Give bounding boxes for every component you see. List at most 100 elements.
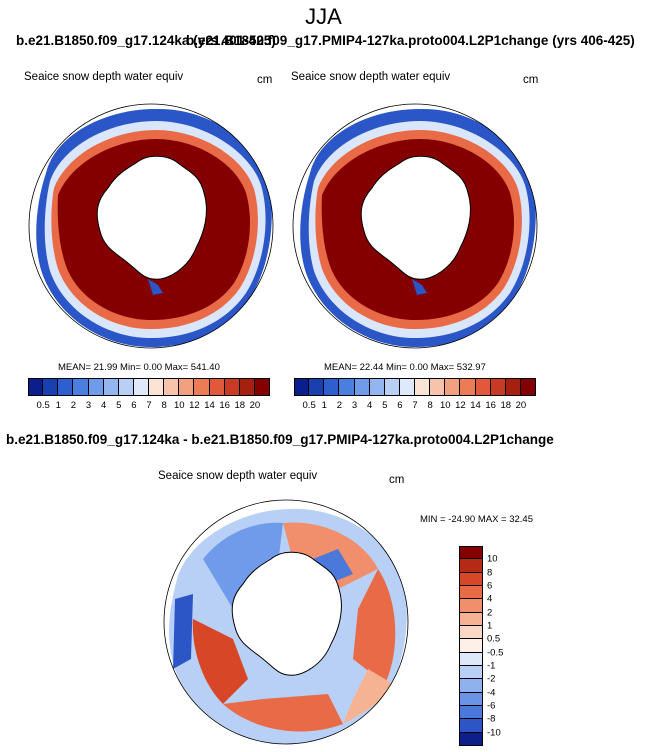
colorbar-swatch — [459, 625, 483, 640]
colorbar-swatch — [179, 378, 195, 396]
colorbar-swatch — [459, 546, 483, 560]
colorbar-swatch — [475, 378, 491, 396]
colorbar-tick-label: 18 — [234, 400, 246, 411]
colorbar-tick-label: 7 — [146, 400, 152, 411]
diff-min-max: MIN = -24.90 MAX = 32.45 — [420, 514, 534, 525]
colorbar-tick-label: 1 — [487, 620, 493, 632]
case-a-title: b.e21.B1850.f09_g17.124ka (yrs 401-425) — [16, 33, 276, 48]
season-title: JJA — [305, 4, 342, 29]
colorbar-tick-label: 10 — [487, 553, 498, 565]
colorbar-tick-label: 1 — [321, 400, 327, 411]
colorbar-tick-label: -0.5 — [487, 647, 504, 659]
colorbar-tick-label: 10 — [439, 400, 451, 411]
colorbar-swatch — [459, 692, 483, 706]
colorbar-tick-label: 4 — [100, 400, 107, 411]
colorbar-swatch — [430, 378, 446, 396]
colorbar-tick-label: 8 — [161, 400, 167, 411]
panel-b-units: cm — [523, 74, 539, 86]
colorbar-swatch — [309, 378, 325, 396]
colorbar-swatch — [209, 378, 225, 396]
colorbar-swatch — [118, 378, 134, 396]
colorbar-tick-label: 2 — [487, 607, 493, 619]
colorbar-tick-label: -10 — [487, 727, 501, 739]
colorbar-swatch — [43, 378, 59, 396]
colorbar-tick-label: 6 — [487, 580, 493, 592]
colorbar-swatch — [445, 378, 461, 396]
colorbar-tick-label: 4 — [487, 593, 493, 605]
colorbar-swatch — [354, 378, 370, 396]
colorbar-swatch — [415, 378, 431, 396]
colorbar-tick-label: 20 — [515, 400, 527, 411]
colorbar-tick-label: 20 — [249, 400, 261, 411]
colorbar-swatch — [369, 378, 385, 396]
colorbar-tick-label: 14 — [470, 400, 481, 411]
colorbar-tick-label: 6 — [397, 400, 403, 411]
colorbar-tick-label: 2 — [336, 400, 343, 411]
colorbar-swatch — [88, 378, 104, 396]
colorbar-swatch — [399, 378, 415, 396]
panel-a-map — [28, 103, 274, 349]
colorbar-swatch — [459, 599, 483, 613]
colorbar-tick-label: 6 — [131, 400, 137, 411]
case-b-title: b.e21.B1850.f09_g17.PMIP4-127ka.proto004… — [186, 33, 635, 48]
colorbar-swatch — [339, 378, 355, 396]
colorbar-swatch — [505, 378, 521, 396]
difference-colorbar — [459, 546, 483, 746]
colorbar-tick-label: 12 — [455, 400, 466, 411]
colorbar-swatch — [490, 378, 506, 396]
colorbar-tick-label: 5 — [382, 400, 388, 411]
colorbar-swatch — [459, 585, 483, 600]
colorbar-swatch — [224, 378, 240, 396]
colorbar-tick-label: -6 — [487, 700, 496, 712]
colorbar-swatch — [28, 378, 44, 396]
colorbar-swatch — [133, 378, 149, 396]
colorbar-tick-label: 4 — [366, 400, 373, 411]
difference-map — [163, 499, 409, 745]
colorbar-swatch — [164, 378, 180, 396]
colorbar-swatch — [459, 639, 483, 653]
panel-a-variable: Seaice snow depth water equiv — [24, 71, 184, 83]
colorbar-tick-label: 18 — [500, 400, 512, 411]
colorbar-swatch — [460, 378, 476, 396]
panel-a-stats: MEAN= 21.99 Min= 0.00 Max= 541.40 — [58, 362, 220, 373]
panel-a-colorbar — [28, 378, 270, 396]
colorbar-swatch — [194, 378, 210, 396]
panel-a-units: cm — [257, 74, 273, 86]
colorbar-swatch — [149, 378, 165, 396]
colorbar-tick-label: -2 — [487, 673, 496, 685]
colorbar-swatch — [459, 572, 483, 586]
colorbar-tick-label: 8 — [487, 567, 493, 579]
colorbar-tick-label: -8 — [487, 713, 496, 725]
colorbar-swatch — [459, 612, 483, 626]
difference-title: b.e21.B1850.f09_g17.124ka - b.e21.B1850.… — [6, 432, 554, 447]
colorbar-tick-label: 3 — [351, 400, 358, 411]
colorbar-tick-label: 14 — [204, 400, 215, 411]
colorbar-swatch — [459, 559, 483, 573]
colorbar-tick-label: 16 — [219, 400, 230, 411]
colorbar-tick-label: 0.5 — [302, 400, 316, 411]
colorbar-tick-label: 5 — [116, 400, 122, 411]
colorbar-tick-label: 1 — [55, 400, 61, 411]
colorbar-tick-label: 0.5 — [487, 633, 501, 645]
colorbar-swatch — [254, 378, 270, 396]
diff-units: cm — [389, 474, 405, 486]
colorbar-tick-label: 10 — [173, 400, 185, 411]
colorbar-swatch — [324, 378, 340, 396]
colorbar-swatch — [294, 378, 310, 396]
colorbar-swatch — [73, 378, 89, 396]
colorbar-swatch — [459, 665, 483, 680]
colorbar-tick-label: 7 — [412, 400, 418, 411]
panel-b-colorbar — [294, 378, 536, 396]
colorbar-swatch — [459, 679, 483, 693]
panel-b-variable: Seaice snow depth water equiv — [291, 71, 451, 83]
colorbar-swatch — [520, 378, 536, 396]
colorbar-tick-label: 2 — [70, 400, 77, 411]
colorbar-swatch — [58, 378, 74, 396]
panel-b-map — [292, 103, 538, 349]
colorbar-swatch — [103, 378, 119, 396]
colorbar-swatch — [459, 652, 483, 666]
colorbar-tick-label: 0.5 — [36, 400, 50, 411]
colorbar-swatch — [239, 378, 255, 396]
diff-variable: Seaice snow depth water equiv — [158, 470, 318, 482]
colorbar-swatch — [459, 719, 483, 733]
